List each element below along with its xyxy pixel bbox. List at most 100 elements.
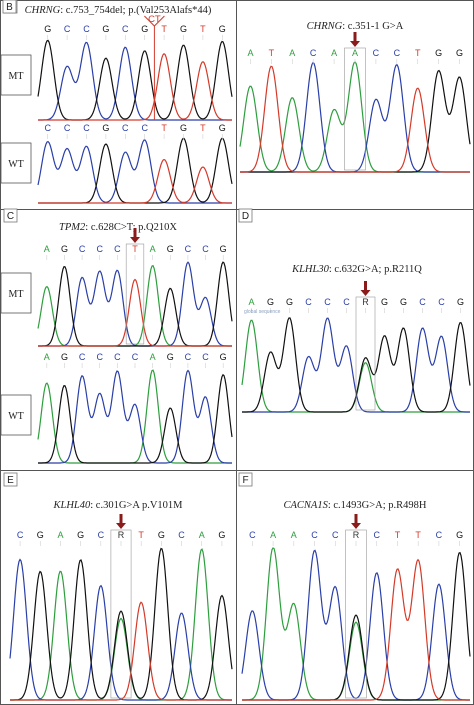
variant-description: : c.301G>A p.V101M — [90, 500, 183, 511]
mutation-arrow-icon — [116, 514, 126, 529]
base-call: G — [435, 48, 442, 58]
trace-c-channel — [241, 549, 470, 701]
panel-a: ACHRNG: c.753_754del; p.(Val253Alafs*44)… — [0, 0, 233, 204]
base-call: C — [83, 123, 90, 133]
trace-t-channel — [38, 53, 232, 121]
track-label-box — [0, 394, 32, 436]
track-label: MT — [9, 71, 24, 82]
panel-letter-text: F — [242, 475, 248, 486]
base-call: G — [400, 297, 407, 307]
base-call: C — [141, 123, 148, 133]
base-call: C — [98, 530, 105, 540]
base-call: G — [456, 48, 463, 58]
base-call: G — [102, 24, 109, 34]
base-call: G — [219, 123, 226, 133]
trace-a-channel — [10, 548, 232, 701]
base-call: C — [438, 297, 445, 307]
panel-letter: F — [238, 472, 253, 487]
chromatogram-track: A G C C C T A G C C GMT — [0, 228, 233, 347]
gene-name: KLHL40 — [52, 500, 91, 511]
variant-description: : c.632G>A; p.R211Q — [329, 264, 422, 275]
variant-column-box — [125, 243, 145, 345]
base-call: C — [373, 530, 380, 540]
base-call: C — [17, 530, 24, 540]
deletion-callout: CT — [144, 14, 165, 120]
base-call: G — [167, 352, 174, 362]
panel-d: D KLHL30: c.632G>A; p.R211Q A G G C C C R G G C C Ggl… — [238, 208, 471, 413]
gene-name: KLHL30 — [291, 264, 330, 275]
base-call: G — [457, 297, 464, 307]
variant-column-box — [110, 529, 132, 699]
track-label: MT — [9, 289, 24, 300]
variant-title: TPM2: c.628C>T; p.Q210X — [59, 222, 177, 233]
variant-title: CHRNG: c.753_754del; p.(Val253Alafs*44) — [25, 5, 212, 16]
base-call: A — [352, 48, 358, 58]
trace-c-channel — [37, 139, 232, 204]
trace-t-channel — [38, 158, 232, 204]
base-call: C — [44, 123, 51, 133]
base-call: G — [61, 352, 68, 362]
base-call: G — [37, 530, 44, 540]
base-call: C — [83, 24, 90, 34]
variant-title: KLHL40: c.301G>A p.V101M — [52, 500, 183, 511]
base-call: G — [218, 530, 225, 540]
base-call: C — [96, 244, 103, 254]
base-call: R — [362, 297, 369, 307]
base-call: G — [220, 352, 227, 362]
chromatogram-track: A G C C C C A G C C GWT — [0, 352, 233, 464]
mutation-arrow-icon — [360, 281, 371, 296]
trace-t-channel — [242, 558, 470, 701]
base-call: G — [61, 244, 68, 254]
base-call: T — [200, 24, 206, 34]
panel-e: E KLHL40: c.301G>A p.V101M C G A G C R T G C A G — [3, 472, 233, 701]
base-call: G — [180, 123, 187, 133]
trace-g-channel — [38, 261, 233, 347]
base-call: T — [415, 530, 421, 540]
trace-c-channel — [38, 41, 232, 121]
variant-description: : c.753_754del; p.(Val253Alafs*44) — [60, 5, 212, 16]
base-call: A — [199, 530, 205, 540]
base-call: A — [247, 48, 253, 58]
variant-description: : c.351-1 G>A — [342, 21, 403, 32]
panel-letter-text: E — [7, 475, 14, 486]
base-call: C — [394, 48, 401, 58]
base-call: T — [269, 48, 275, 58]
base-call: A — [291, 530, 297, 540]
track-label-box — [0, 142, 32, 184]
base-call: C — [202, 244, 209, 254]
variant-description: : c.628C>T; p.Q210X — [85, 222, 177, 233]
base-call: G — [381, 297, 388, 307]
panel-letter: C — [3, 208, 18, 223]
base-call: G — [456, 530, 463, 540]
panel-letter: E — [3, 472, 18, 487]
mutation-arrow-icon — [130, 228, 140, 243]
base-call: C — [305, 297, 312, 307]
variant-title: KLHL30: c.632G>A; p.R211Q — [291, 264, 422, 275]
base-call: C — [419, 297, 426, 307]
base-call: A — [57, 530, 63, 540]
variant-title: CACNA1S: c.1493G>A; p.R498H — [283, 500, 426, 511]
base-call: T — [200, 123, 206, 133]
base-call: G — [158, 530, 165, 540]
panel-letter-text: B — [6, 2, 13, 13]
base-call: G — [219, 24, 226, 34]
panel-letter: B — [2, 0, 17, 14]
base-call: A — [248, 297, 254, 307]
track-label: WT — [8, 411, 24, 422]
base-call: A — [289, 48, 295, 58]
base-call: A — [270, 530, 276, 540]
base-call: C — [332, 530, 339, 540]
base-call: G — [167, 244, 174, 254]
base-call: C — [96, 352, 103, 362]
base-call: T — [132, 244, 138, 254]
base-call: C — [132, 352, 139, 362]
deletion-bases: CT — [148, 14, 161, 25]
base-call: A — [150, 352, 156, 362]
base-call: G — [77, 530, 84, 540]
trace-g-channel — [240, 69, 471, 173]
base-call: G — [102, 123, 109, 133]
track-label-box — [0, 54, 32, 96]
base-call: C — [64, 24, 71, 34]
